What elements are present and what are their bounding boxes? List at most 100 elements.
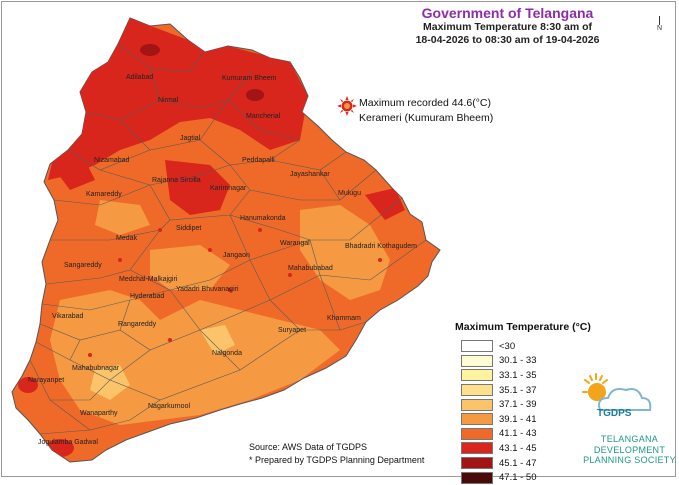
map-subtitle-line2: 18-04-2026 to 08:30 am of 19-04-2026 bbox=[415, 34, 600, 46]
zone-39-41-east bbox=[300, 205, 390, 300]
logo-fullname: TELANGANA DEVELOPMENT PLANNING SOCIETY bbox=[582, 434, 677, 466]
district-label: Bhadradri Kothagudem bbox=[345, 243, 417, 250]
district-label: Mancherial bbox=[246, 113, 281, 120]
zone-43-45-north bbox=[48, 18, 308, 180]
legend-swatch bbox=[461, 340, 493, 353]
logo-line: DEVELOPMENT bbox=[593, 444, 666, 455]
district-label: Kumuram Bheem bbox=[222, 75, 277, 82]
district-labels: Adilabad Kumuram Bheem Nirmal Mancherial… bbox=[28, 74, 417, 446]
legend-label: 45.1 - 47 bbox=[499, 457, 537, 469]
zone-39-41-center bbox=[150, 245, 230, 290]
map-frame bbox=[1, 1, 676, 477]
district-label: Jayashankar bbox=[290, 171, 330, 178]
north-arrow-icon: N bbox=[657, 16, 662, 32]
legend-label: 41.1 - 43 bbox=[499, 428, 537, 440]
district-label: Karimnagar bbox=[210, 185, 247, 192]
zone-39-41-north bbox=[95, 200, 150, 235]
district-label: Khammam bbox=[327, 315, 361, 322]
prepared-by-line: * Prepared by TGDPS Planning Department bbox=[249, 455, 425, 465]
legend-label: 39.1 - 41 bbox=[499, 413, 537, 425]
zone-43-45-narayanpet bbox=[18, 377, 38, 393]
district-label: Jangaon bbox=[223, 252, 250, 259]
legend-swatch bbox=[461, 471, 493, 484]
max-record-annotation: Maximum recorded 44.6(°C) Kerameri (Kumu… bbox=[337, 96, 493, 124]
logo-abbr: TGDPS bbox=[597, 408, 632, 419]
legend-label: 37.1 - 39 bbox=[499, 399, 537, 411]
legend-item: 39.1 - 41 bbox=[455, 412, 591, 427]
map-title: Government of Telangana bbox=[421, 5, 594, 21]
legend-swatch bbox=[461, 413, 493, 426]
legend-swatch bbox=[461, 354, 493, 367]
zone-43-45-west bbox=[55, 160, 95, 190]
district-boundaries bbox=[29, 43, 427, 435]
legend-label: 43.1 - 45 bbox=[499, 442, 537, 454]
legend-item: <30 bbox=[455, 339, 591, 354]
legend-item: 35.1 - 37 bbox=[455, 383, 591, 398]
district-label: Nizamabad bbox=[94, 157, 130, 164]
legend-item: 47.1 - 50 bbox=[455, 470, 591, 485]
legend-swatch bbox=[461, 442, 493, 455]
sun-cloud-icon bbox=[582, 373, 652, 411]
legend-items: <30 30.1 - 33 33.1 - 35 35.1 - 37 37.1 - 39 3… bbox=[455, 339, 591, 485]
zone-45-47-patch bbox=[140, 44, 160, 56]
zone-39-41-south bbox=[50, 290, 340, 425]
legend-swatch bbox=[461, 384, 493, 397]
max-record-location: Kerameri (Kumuram Bheem) bbox=[359, 112, 494, 124]
district-label: Kamareddy bbox=[86, 191, 122, 198]
district-label: Nalgonda bbox=[212, 350, 242, 357]
district-label: Peddapalli bbox=[242, 157, 275, 164]
legend-item: 30.1 - 33 bbox=[455, 354, 591, 369]
district-label: Medak bbox=[116, 235, 138, 242]
legend-item: 45.1 - 47 bbox=[455, 456, 591, 471]
district-label: Jagtial bbox=[180, 135, 201, 142]
legend-swatch bbox=[461, 427, 493, 440]
north-label: N bbox=[657, 25, 663, 32]
sun-icon bbox=[337, 96, 357, 116]
district-label: Warangal bbox=[280, 240, 310, 247]
legend: Maximum Temperature (°C) <30 30.1 - 33 33.… bbox=[455, 321, 591, 485]
district-label: Nagarkurnool bbox=[148, 403, 190, 410]
district-label: Nirmal bbox=[158, 97, 179, 104]
zone-43-45-mulugu bbox=[365, 188, 405, 220]
district-label: Siddipet bbox=[176, 225, 201, 232]
legend-swatch bbox=[461, 398, 493, 411]
district-label: Rangareddy bbox=[118, 321, 157, 328]
district-label: Narayanpet bbox=[28, 377, 64, 384]
max-record-value: Maximum recorded 44.6(°C) bbox=[359, 97, 491, 109]
source-line: Source: AWS Data of TGDPS bbox=[249, 442, 368, 452]
district-label: Mahabubabad bbox=[288, 265, 333, 272]
zone-37-39-patch bbox=[200, 325, 235, 355]
district-label: Suryapet bbox=[278, 327, 306, 334]
legend-title: Maximum Temperature (°C) bbox=[455, 321, 591, 333]
district-label: Hanumakonda bbox=[240, 215, 286, 222]
district-label: Yadadri Bhuvanagiri bbox=[176, 286, 239, 293]
map-subtitle-line1: Maximum Temperature 8:30 am of bbox=[422, 21, 593, 33]
district-label: Sangareddy bbox=[64, 262, 102, 269]
legend-label: 35.1 - 37 bbox=[499, 384, 537, 396]
source-note: Source: AWS Data of TGDPS * Prepared by … bbox=[249, 441, 424, 467]
district-label: Vikarabad bbox=[52, 313, 84, 320]
legend-label: 33.1 - 35 bbox=[499, 369, 537, 381]
legend-item: 41.1 - 43 bbox=[455, 427, 591, 442]
zone-43-45-karimnagar bbox=[165, 160, 230, 215]
map-header: Government of Telangana Maximum Temperat… bbox=[400, 3, 615, 47]
logo-line: TELANGANA bbox=[600, 434, 659, 444]
district-label: Jogulamba Gadwal bbox=[38, 439, 98, 446]
zone-37-39-patch bbox=[90, 365, 130, 400]
legend-item: 37.1 - 39 bbox=[455, 397, 591, 412]
hot-spots bbox=[88, 98, 382, 357]
district-label: Hyderabad bbox=[130, 293, 164, 300]
district-label: Wanaparthy bbox=[80, 410, 118, 417]
zone-45-47-patch bbox=[246, 89, 264, 101]
district-label: Mahabubnagar bbox=[72, 365, 120, 372]
logo-line: PLANNING SOCIETY bbox=[583, 455, 676, 465]
district-label: Mulugu bbox=[338, 190, 361, 197]
district-label: Medchal-Malkajgiri bbox=[119, 276, 178, 283]
district-label: Adilabad bbox=[126, 74, 153, 81]
legend-label: 30.1 - 33 bbox=[499, 355, 537, 367]
legend-label: <30 bbox=[499, 340, 516, 352]
district-label: Rajanna Sircilla bbox=[152, 177, 201, 184]
legend-swatch bbox=[461, 457, 493, 470]
legend-item: 33.1 - 35 bbox=[455, 368, 591, 383]
